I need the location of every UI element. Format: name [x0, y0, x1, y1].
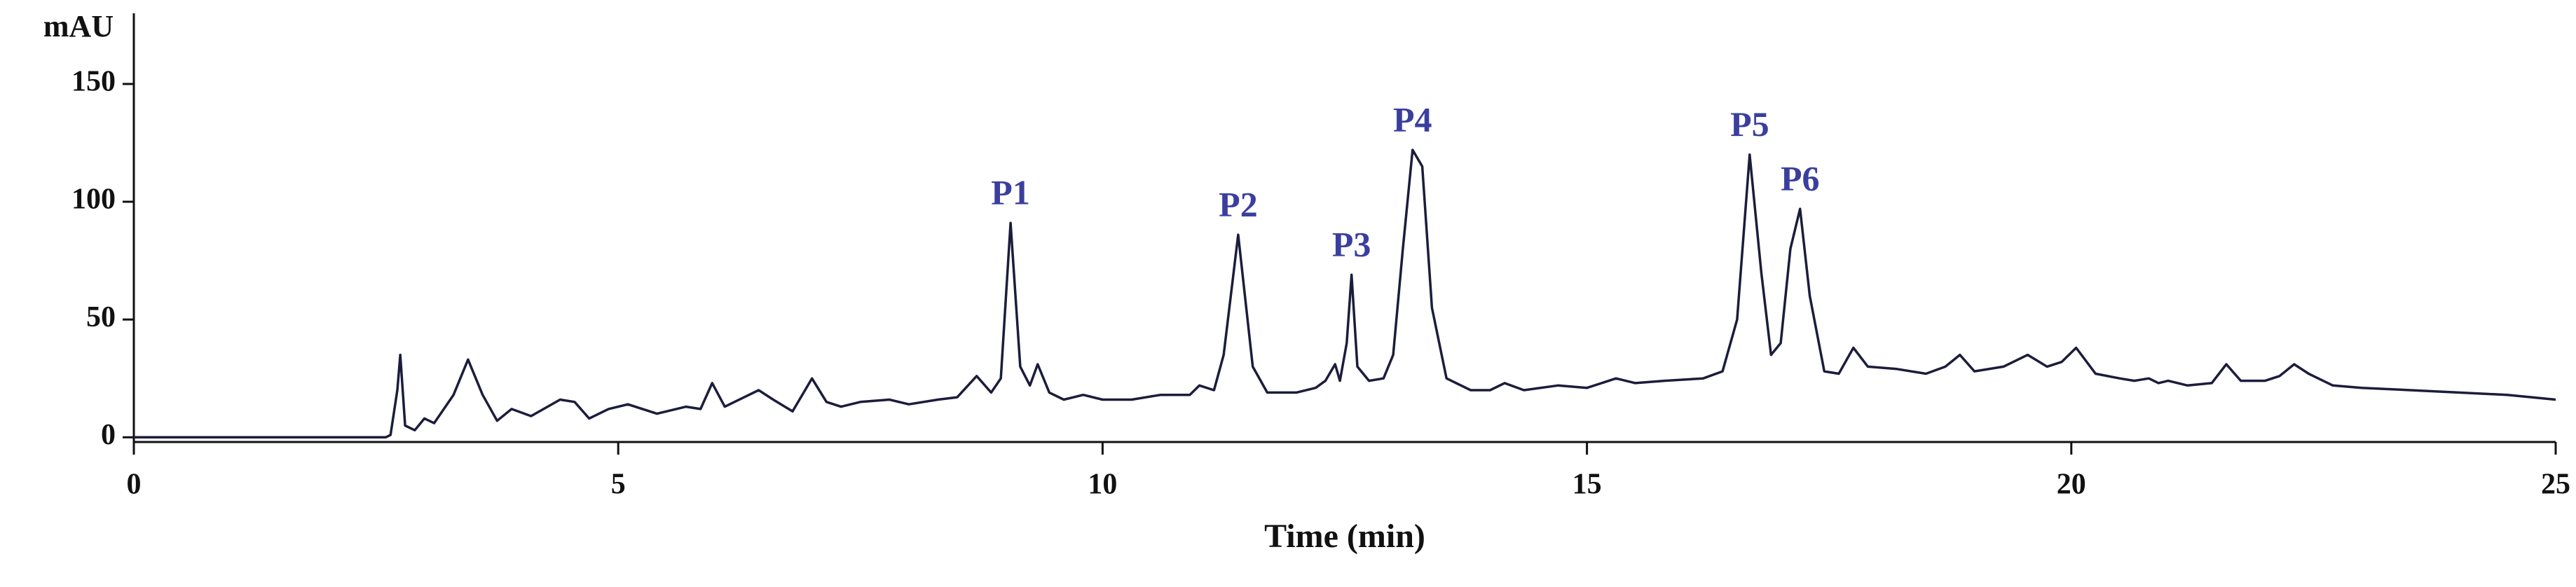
peak-label: P3	[1332, 225, 1371, 264]
x-tick-label: 5	[611, 469, 626, 501]
x-tick-label: 10	[1088, 469, 1117, 501]
peak-label: P1	[991, 173, 1030, 212]
x-tick-label: 20	[2057, 469, 2086, 501]
chromatogram-trace	[134, 149, 2556, 439]
peak-label: P5	[1730, 104, 1769, 144]
peak-label: P6	[1781, 159, 1820, 198]
peak-label: P4	[1393, 100, 1432, 139]
x-axis-label: Time (min)	[1264, 518, 1425, 555]
peak-label: P2	[1219, 185, 1258, 224]
y-tick-label: 50	[86, 301, 116, 333]
y-tick-label: 150	[71, 66, 116, 98]
y-tick-label: 100	[71, 184, 116, 216]
x-tick-label: 15	[1573, 469, 1602, 501]
x-tick-label: 25	[2541, 469, 2570, 501]
x-tick-label: 0	[127, 469, 142, 501]
y-tick-label: 0	[101, 419, 116, 451]
y-axis-label: mAU	[43, 9, 114, 43]
